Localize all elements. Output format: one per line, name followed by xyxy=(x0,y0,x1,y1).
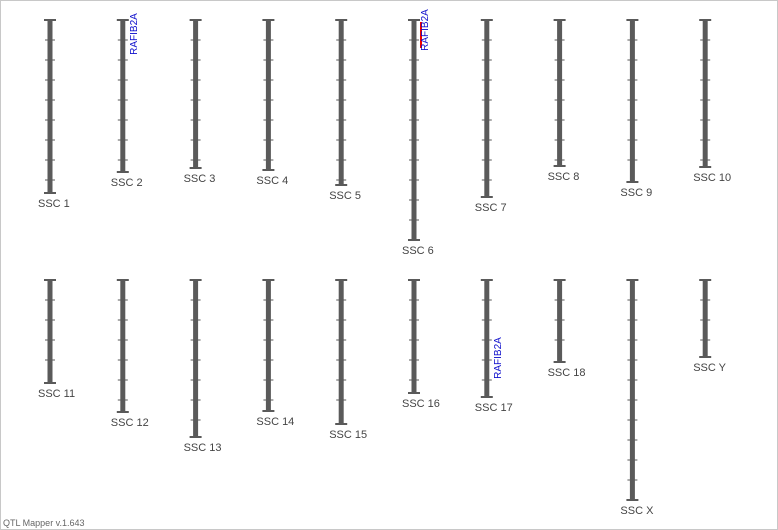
chromosome-bar xyxy=(629,280,635,500)
chromosome-label: SSC 11 xyxy=(38,388,75,400)
chromosome-label: SSC 9 xyxy=(620,187,652,199)
chromosome-bar xyxy=(265,280,271,411)
chromosome-bar xyxy=(629,20,635,182)
chromosome-label: SSC 4 xyxy=(256,175,288,187)
chromosome-bar xyxy=(702,280,708,357)
chromosome-label: SSC 16 xyxy=(402,398,440,410)
chromosome-bar xyxy=(411,280,417,393)
chromosome-label: SSC 10 xyxy=(693,172,731,184)
chromosome-label: SSC 13 xyxy=(184,442,222,454)
chromosome-label: SSC 8 xyxy=(548,171,580,183)
chromosome-label: SSC 2 xyxy=(111,177,143,189)
chromosome-label: SSC 18 xyxy=(548,367,586,379)
marker-label: RAFIB2A xyxy=(420,9,431,51)
chromosome-bar xyxy=(557,280,563,362)
chromosome-label: SSC 5 xyxy=(329,190,361,202)
marker-label: RAFIB2A xyxy=(129,13,140,55)
chromosome-label: SSC Y xyxy=(693,362,726,374)
chromosome-bar xyxy=(120,20,126,172)
chromosome-label: SSC 15 xyxy=(329,429,367,441)
chromosome-label: SSC 1 xyxy=(38,198,70,210)
chromosome-bar xyxy=(484,20,490,197)
version-label: QTL Mapper v.1.643 xyxy=(3,518,85,528)
chromosome-label: SSC 3 xyxy=(184,173,216,185)
marker-label: RAFIB2A xyxy=(493,337,504,379)
chromosome-label: SSC 14 xyxy=(256,416,294,428)
chromosome-bar xyxy=(557,20,563,166)
chromosome-bar xyxy=(193,20,199,168)
chromosome-label: SSC 6 xyxy=(402,245,434,257)
chromosome-bar xyxy=(702,20,708,167)
chromosome-bar xyxy=(484,280,490,397)
chromosome-bar xyxy=(338,280,344,424)
chromosome-label: SSC 12 xyxy=(111,417,149,429)
chromosome-label: SSC 7 xyxy=(475,202,507,214)
chromosome-bar xyxy=(265,20,271,170)
chromosome-bar xyxy=(120,280,126,412)
chromosome-label: SSC 17 xyxy=(475,402,513,414)
chromosome-label: SSC X xyxy=(620,505,654,517)
chromosome-bar xyxy=(47,280,53,383)
chromosome-bar xyxy=(338,20,344,185)
chromosome-bar xyxy=(411,20,417,240)
chromosome-bar xyxy=(193,280,199,437)
chromosome-bar xyxy=(47,20,53,193)
